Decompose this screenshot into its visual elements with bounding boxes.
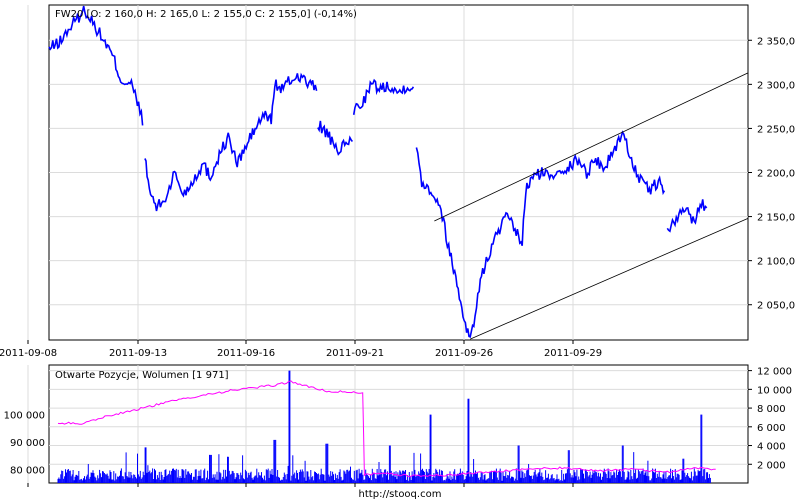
channel-line-lower	[470, 217, 749, 340]
x-tick-label-3: 2011-09-21	[326, 348, 384, 359]
y-tick-label-2: 2 150,0	[757, 213, 795, 224]
volume-chart-title: Otwarte Pozycje, Wolumen [1 971]	[55, 370, 229, 381]
x-tick-label-0: 2011-09-08	[0, 348, 57, 359]
x-tick-label-2: 2011-09-16	[217, 348, 275, 359]
x-tick-label-1: 2011-09-13	[109, 348, 167, 359]
price-series	[48, 5, 708, 339]
source-footer[interactable]: http://stooq.com	[359, 489, 442, 500]
price-segment-3	[352, 78, 415, 115]
channel-line-upper	[434, 72, 749, 222]
y-tick-label-0: 2 050,0	[757, 301, 795, 312]
vol-right-tick-label-5: 12 000	[757, 367, 792, 378]
volume-axis-ticks: 2 000 4 000 6 000 8 000 10 000 12 000 80 000 90…	[4, 367, 792, 487]
x-tick-label-4: 2011-09-26	[435, 348, 493, 359]
y-tick-label-6: 2 350,0	[757, 36, 795, 47]
y-tick-label-4: 2 250,0	[757, 124, 795, 135]
trend-channel-lines	[434, 72, 749, 340]
vol-right-tick-label-2: 6 000	[757, 423, 786, 434]
y-axis-ticks: 2 050,0 2 100,0 2 150,0 2 200,0 2 250,0 2 300…	[748, 36, 795, 312]
volume-plot-frame	[48, 364, 749, 484]
x-axis-ticks: 2011-09-08 2011-09-13 2011-09-16 2011-09-21…	[0, 340, 602, 359]
main-chart-title: FW20 [O: 2 160,0 H: 2 165,0 L: 2 155,0 C…	[55, 9, 357, 20]
price-segment-1	[144, 72, 318, 212]
open-interest-line	[57, 380, 716, 478]
y-tick-label-3: 2 200,0	[757, 169, 795, 180]
vol-right-tick-label-0: 2 000	[757, 460, 786, 471]
y-tick-label-1: 2 100,0	[757, 257, 795, 268]
vol-right-tick-label-3: 8 000	[757, 404, 786, 415]
price-segment-0	[48, 5, 144, 126]
volume-plot-gridlines	[27, 365, 748, 483]
vol-left-tick-label-2: 100 000	[4, 410, 45, 421]
vol-left-tick-label-1: 90 000	[10, 438, 45, 449]
y-tick-label-5: 2 300,0	[757, 80, 795, 91]
vol-right-tick-label-1: 4 000	[757, 442, 786, 453]
vol-left-tick-label-0: 80 000	[10, 465, 45, 476]
x-tick-label-5: 2011-09-29	[544, 348, 602, 359]
price-segment-5	[666, 199, 708, 233]
price-segment-4	[415, 130, 666, 339]
main-plot-gridlines	[27, 5, 748, 340]
vol-right-tick-label-4: 10 000	[757, 385, 792, 396]
price-segment-2	[317, 120, 354, 156]
